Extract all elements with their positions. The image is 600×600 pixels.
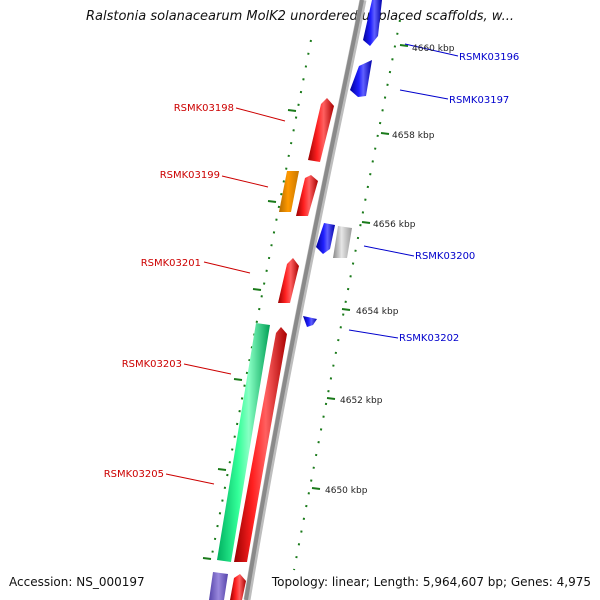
- gene-label-RSMK03202[interactable]: RSMK03202: [399, 333, 459, 344]
- scale-label: 4660 kbp: [412, 44, 455, 54]
- forward-gene-arrow[interactable]: [230, 574, 246, 600]
- scale-labels: 4660 kbp 4658 kbp 4656 kbp 4654 kbp 4652…: [325, 44, 455, 496]
- scale-label: 4652 kbp: [340, 396, 383, 406]
- gene-labels[interactable]: RSMK03196 RSMK03197 RSMK03198 RSMK03199 …: [104, 52, 520, 480]
- forward-gene-arrow[interactable]: [308, 98, 334, 162]
- pseudo-gene[interactable]: [333, 226, 352, 258]
- highlighted-gene[interactable]: [279, 171, 299, 212]
- reverse-gene-arrow[interactable]: [350, 60, 372, 97]
- gene-RSMK03198[interactable]: [308, 98, 334, 162]
- chromosome-backbone: [244, 0, 364, 600]
- gene-label-RSMK03200[interactable]: RSMK03200: [415, 251, 475, 262]
- scale-label: 4654 kbp: [356, 307, 399, 317]
- rna-feature[interactable]: [217, 323, 270, 562]
- scale-label: 4650 kbp: [325, 486, 368, 496]
- label-leader-lines: [165, 43, 459, 485]
- misc-feature[interactable]: [209, 572, 228, 600]
- gene-label-RSMK03199[interactable]: RSMK03199: [160, 170, 220, 181]
- accession-text: Accession: NS_000197: [9, 575, 145, 589]
- gene-label-RSMK03197[interactable]: RSMK03197: [449, 95, 509, 106]
- left-track-ticks: [202, 109, 297, 560]
- topology-text: Topology: linear; Length: 5,964,607 bp; …: [271, 575, 591, 589]
- gene-RSMK03197[interactable]: [350, 60, 372, 97]
- forward-gene-arrow[interactable]: [278, 258, 299, 303]
- gene-RSMK03202[interactable]: [303, 316, 317, 327]
- forward-gene-arrow[interactable]: [234, 327, 287, 562]
- gene-label-RSMK03198[interactable]: RSMK03198: [174, 103, 234, 114]
- forward-gene-arrow[interactable]: [296, 175, 318, 216]
- map-title: Ralstonia solanacearum MolK2 unordered u…: [85, 9, 514, 24]
- gene-RSMK03199[interactable]: [279, 171, 318, 216]
- scale-label: 4658 kbp: [392, 131, 435, 141]
- reverse-gene-arrow[interactable]: [363, 0, 382, 46]
- gene-RSMK03203[interactable]: [217, 323, 287, 562]
- gene-label-RSMK03196[interactable]: RSMK03196: [459, 52, 519, 63]
- gene-lower-pair[interactable]: [209, 572, 246, 600]
- reverse-gene-arrow[interactable]: [303, 316, 317, 327]
- gene-RSMK03196[interactable]: [363, 0, 382, 46]
- right-track-ticks: [311, 44, 409, 490]
- gene-label-RSMK03203[interactable]: RSMK03203: [122, 359, 182, 370]
- gene-label-RSMK03201[interactable]: RSMK03201: [141, 258, 201, 269]
- gene-RSMK03201[interactable]: [278, 258, 299, 303]
- gene-RSMK03200[interactable]: [316, 223, 352, 258]
- reverse-gene-arrow[interactable]: [316, 223, 335, 254]
- gene-label-RSMK03205[interactable]: RSMK03205: [104, 469, 164, 480]
- scale-label: 4656 kbp: [373, 220, 416, 230]
